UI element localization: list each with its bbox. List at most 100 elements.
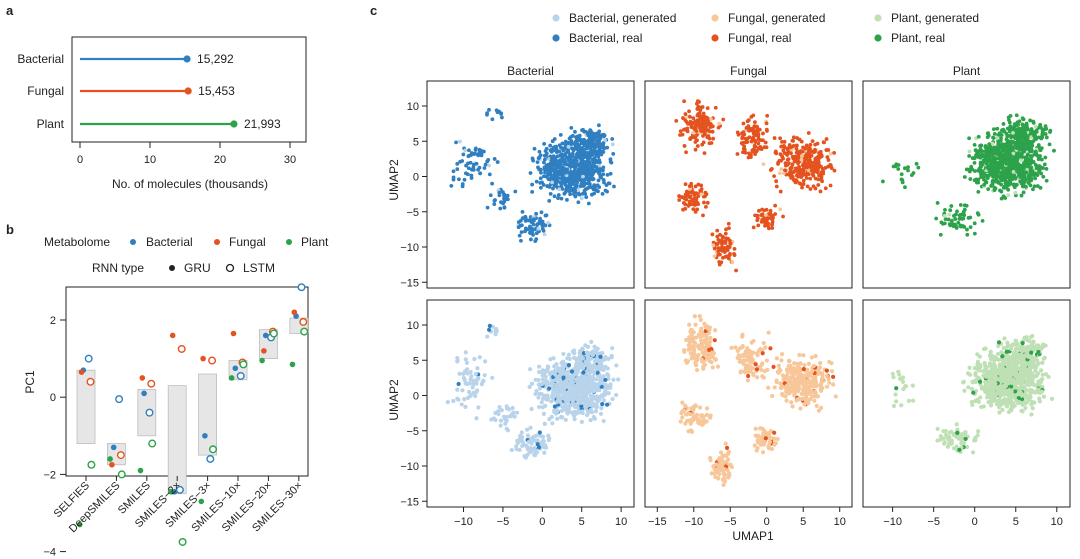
umap-point: [728, 241, 733, 246]
umap-point: [591, 137, 596, 142]
umap-point: [818, 383, 823, 388]
umap-y-tick-label: −10: [400, 242, 419, 254]
umap-point: [1020, 142, 1025, 146]
umap-point: [763, 213, 768, 217]
umap-y-tick-label: −5: [406, 426, 419, 438]
umap-point: [580, 138, 585, 143]
umap-point: [725, 254, 730, 259]
umap-point: [590, 177, 595, 181]
umap-point: [801, 389, 807, 394]
umap-point: [470, 385, 475, 390]
umap-point: [997, 131, 1002, 136]
umap-point: [598, 167, 603, 171]
panel-label-c: c: [370, 3, 377, 18]
umap-point: [503, 195, 507, 200]
umap-point: [555, 416, 560, 421]
umap-point: [938, 232, 943, 237]
umap-point: [993, 151, 997, 156]
umap-point: [735, 152, 740, 156]
umap-point: [616, 377, 621, 382]
umap-point: [580, 362, 585, 367]
umap-point: [791, 170, 796, 175]
umap-point: [818, 360, 823, 366]
umap-point: [784, 367, 790, 372]
umap-point: [784, 388, 789, 393]
umap-point: [1003, 169, 1008, 174]
umap-point: [563, 417, 568, 422]
umap-point: [534, 179, 539, 184]
umap-point: [581, 155, 586, 159]
umap-point: [504, 414, 510, 420]
umap-point: [1047, 142, 1052, 147]
umap-legend-dot: [874, 34, 882, 42]
umap-point: [973, 371, 978, 376]
umap-point: [1027, 178, 1031, 182]
umap-point: [753, 362, 758, 367]
umap-point: [777, 171, 782, 176]
umap-point: [797, 397, 802, 402]
umap-point: [764, 145, 769, 150]
umap-point: [528, 425, 533, 430]
umap-point: [528, 171, 533, 175]
umap-point: [576, 200, 581, 205]
umap-point: [579, 151, 584, 156]
umap-point: [528, 215, 533, 219]
pc1-range-box: [198, 373, 218, 456]
umap-point: [546, 433, 551, 438]
umap-point: [693, 184, 698, 189]
umap-point: [949, 204, 954, 208]
umap-point: [812, 381, 817, 386]
umap-point: [759, 362, 765, 367]
umap-point: [531, 437, 536, 442]
umap-point: [536, 395, 541, 400]
umap-point: [565, 179, 570, 184]
umap-point: [684, 193, 689, 198]
umap-point: [557, 143, 562, 148]
umap-point: [721, 255, 725, 260]
umap-point: [462, 177, 467, 182]
pc1-point-lstm: [297, 283, 306, 292]
pc1-frame: [65, 286, 309, 477]
umap-point: [902, 166, 907, 171]
umap-point: [1004, 179, 1009, 184]
umap-point: [896, 167, 901, 171]
umap-point: [473, 151, 477, 156]
umap-point: [1017, 138, 1021, 142]
umap-point: [793, 156, 797, 161]
umap-point: [544, 213, 549, 218]
umap-point: [678, 129, 683, 134]
umap-point: [688, 114, 692, 119]
umap-point: [546, 177, 551, 181]
umap-point: [1023, 131, 1028, 136]
umap-point: [993, 169, 998, 173]
umap-point: [476, 405, 481, 410]
umap-point: [581, 170, 586, 175]
umap-point: [751, 372, 756, 378]
umap-point: [1025, 139, 1029, 144]
pc1-point-gru: [139, 375, 146, 381]
umap-point: [552, 404, 557, 409]
umap-point: [691, 417, 696, 422]
umap-point: [967, 136, 971, 141]
pc1-point-lstm: [208, 356, 217, 365]
umap-point: [828, 183, 833, 188]
umap-point: [550, 391, 556, 396]
umap-point: [564, 187, 569, 192]
umap-point: [499, 408, 504, 413]
umap-point: [681, 408, 687, 413]
umap-point: [585, 344, 591, 349]
umap-point: [527, 384, 532, 390]
pc1-point-lstm: [117, 470, 126, 479]
umap-point: [569, 387, 574, 392]
pc1-point-lstm: [87, 460, 96, 469]
umap-x-tick-label: −10: [684, 516, 703, 528]
umap-point: [693, 359, 698, 365]
umap-point: [989, 184, 994, 188]
umap-point: [726, 221, 731, 226]
umap-point: [770, 222, 775, 226]
umap-point: [976, 212, 981, 217]
umap-point: [689, 356, 694, 361]
umap-point: [610, 137, 615, 141]
umap-legend-label: Fungal, real: [728, 31, 791, 45]
umap-point: [1015, 120, 1020, 125]
